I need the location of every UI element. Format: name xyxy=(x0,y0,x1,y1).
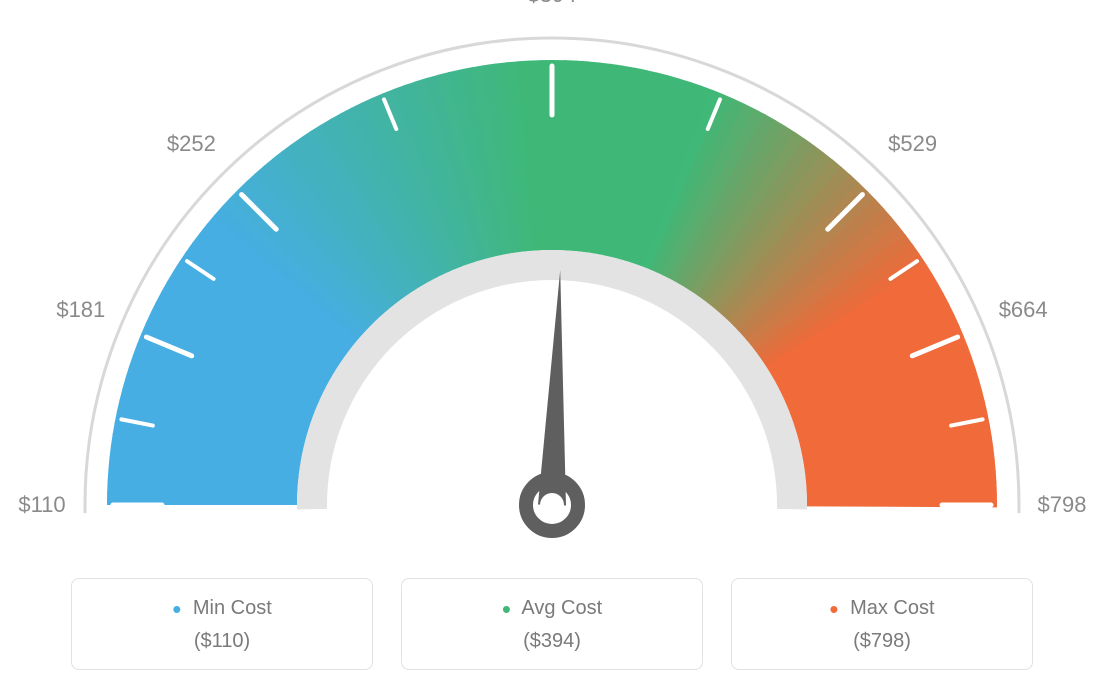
legend-card-min: • Min Cost ($110) xyxy=(71,578,373,670)
gauge-tick-label: $529 xyxy=(888,131,937,157)
legend-min-value: ($110) xyxy=(72,630,372,653)
legend-max-value: ($798) xyxy=(732,630,1032,653)
dot-icon: • xyxy=(829,594,838,624)
legend-avg-title: • Avg Cost xyxy=(402,597,702,620)
dot-icon: • xyxy=(172,594,181,624)
gauge-tick-label: $181 xyxy=(56,297,105,323)
gauge-tick-label: $798 xyxy=(1038,492,1087,518)
legend-min-label: Min Cost xyxy=(193,597,272,619)
legend-avg-label: Avg Cost xyxy=(521,597,602,619)
legend-max-title: • Max Cost xyxy=(732,597,1032,620)
gauge-tick-label: $664 xyxy=(999,297,1048,323)
legend-row: • Min Cost ($110) • Avg Cost ($394) • Ma… xyxy=(0,578,1104,670)
legend-card-max: • Max Cost ($798) xyxy=(731,578,1033,670)
legend-max-label: Max Cost xyxy=(850,597,934,619)
cost-gauge-chart: $110 $181 $252 $394 $529 $664 $798 • Min Cost … xyxy=(0,0,1104,690)
dot-icon: • xyxy=(502,594,511,624)
gauge-tick-label: $252 xyxy=(167,131,216,157)
legend-avg-value: ($394) xyxy=(402,630,702,653)
gauge-svg xyxy=(0,0,1104,560)
legend-min-title: • Min Cost xyxy=(72,597,372,620)
gauge-tick-label: $110 xyxy=(18,492,65,518)
gauge-area: $110 $181 $252 $394 $529 $664 $798 xyxy=(0,0,1104,560)
gauge-tick-label: $394 xyxy=(528,0,577,8)
legend-card-avg: • Avg Cost ($394) xyxy=(401,578,703,670)
